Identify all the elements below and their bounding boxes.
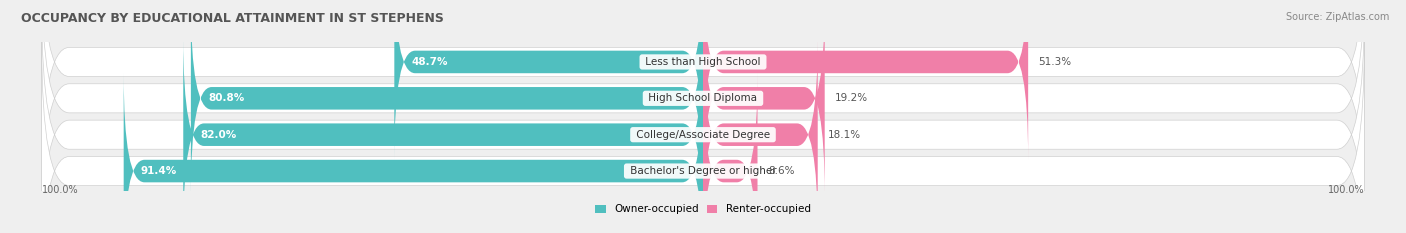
FancyBboxPatch shape (703, 0, 1028, 160)
Text: Source: ZipAtlas.com: Source: ZipAtlas.com (1285, 12, 1389, 22)
Text: 100.0%: 100.0% (1327, 185, 1364, 195)
Text: 19.2%: 19.2% (835, 93, 868, 103)
FancyBboxPatch shape (42, 0, 1364, 229)
Text: 51.3%: 51.3% (1039, 57, 1071, 67)
FancyBboxPatch shape (703, 37, 818, 233)
Text: High School Diploma: High School Diploma (645, 93, 761, 103)
Text: 82.0%: 82.0% (201, 130, 236, 140)
FancyBboxPatch shape (703, 0, 825, 196)
FancyBboxPatch shape (42, 4, 1364, 233)
FancyBboxPatch shape (703, 73, 758, 233)
FancyBboxPatch shape (183, 37, 703, 233)
Text: 8.6%: 8.6% (768, 166, 794, 176)
FancyBboxPatch shape (394, 0, 703, 160)
Text: College/Associate Degree: College/Associate Degree (633, 130, 773, 140)
FancyBboxPatch shape (124, 73, 703, 233)
FancyBboxPatch shape (42, 0, 1364, 193)
Text: 100.0%: 100.0% (42, 185, 79, 195)
FancyBboxPatch shape (191, 0, 703, 196)
FancyBboxPatch shape (42, 40, 1364, 233)
Text: Bachelor's Degree or higher: Bachelor's Degree or higher (627, 166, 779, 176)
Text: 91.4%: 91.4% (141, 166, 177, 176)
Text: 18.1%: 18.1% (828, 130, 862, 140)
Text: 48.7%: 48.7% (412, 57, 449, 67)
Text: 80.8%: 80.8% (208, 93, 245, 103)
Text: Less than High School: Less than High School (643, 57, 763, 67)
Text: OCCUPANCY BY EDUCATIONAL ATTAINMENT IN ST STEPHENS: OCCUPANCY BY EDUCATIONAL ATTAINMENT IN S… (21, 12, 444, 25)
Legend: Owner-occupied, Renter-occupied: Owner-occupied, Renter-occupied (591, 200, 815, 219)
